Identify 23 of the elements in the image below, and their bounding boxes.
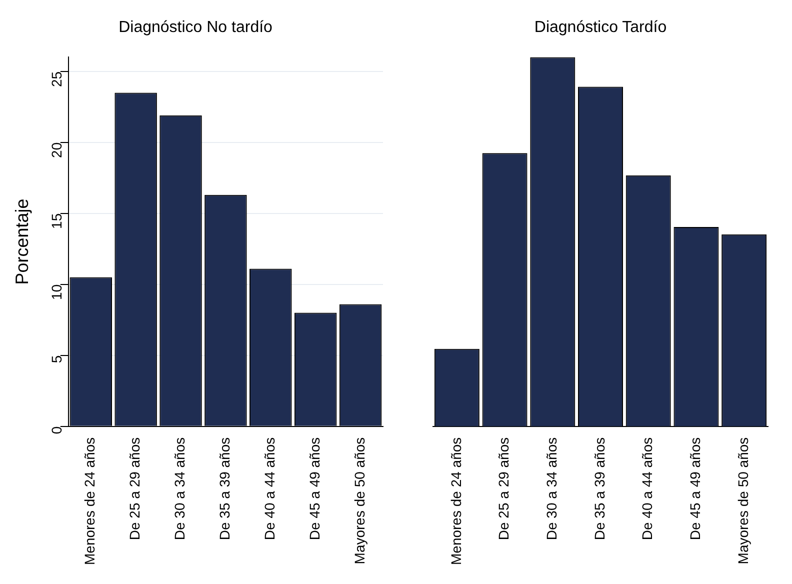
x-tick-label: De 30 a 34 años bbox=[172, 437, 188, 540]
y-tick-label: 25 bbox=[48, 71, 64, 87]
x-tick-label: De 40 a 44 años bbox=[262, 437, 278, 540]
chart-title: Diagnóstico Tardío bbox=[534, 19, 667, 36]
x-tick-label: De 25 a 29 años bbox=[126, 437, 143, 540]
x-tick-label: De 45 a 49 años bbox=[687, 437, 704, 540]
x-tick-label: Menores de 24 años bbox=[448, 437, 464, 565]
x-tick-label: De 35 a 39 años bbox=[591, 437, 608, 540]
x-tick-label: Menores de 24 años bbox=[82, 437, 98, 565]
y-tick-label: 5 bbox=[48, 355, 64, 364]
x-tick-label: De 25 a 29 años bbox=[496, 437, 512, 540]
x-tick-label: De 30 a 34 años bbox=[544, 437, 560, 540]
y-tick-label: 10 bbox=[48, 284, 64, 300]
x-tick-label: De 40 a 44 años bbox=[639, 437, 656, 540]
y-axis-title: Porcentaje bbox=[12, 198, 32, 285]
y-tick-label: 20 bbox=[48, 142, 64, 158]
x-tick-label: Mayores de 50 años bbox=[734, 437, 751, 564]
x-tick-label: Mayores de 50 años bbox=[351, 437, 368, 564]
y-tick-label: 15 bbox=[48, 213, 64, 229]
x-tick-label: De 45 a 49 años bbox=[306, 437, 322, 540]
y-tick-label: 0 bbox=[48, 426, 64, 434]
x-tick-label: De 35 a 39 años bbox=[216, 437, 233, 540]
chart-title: Diagnóstico No tardío bbox=[118, 19, 273, 36]
